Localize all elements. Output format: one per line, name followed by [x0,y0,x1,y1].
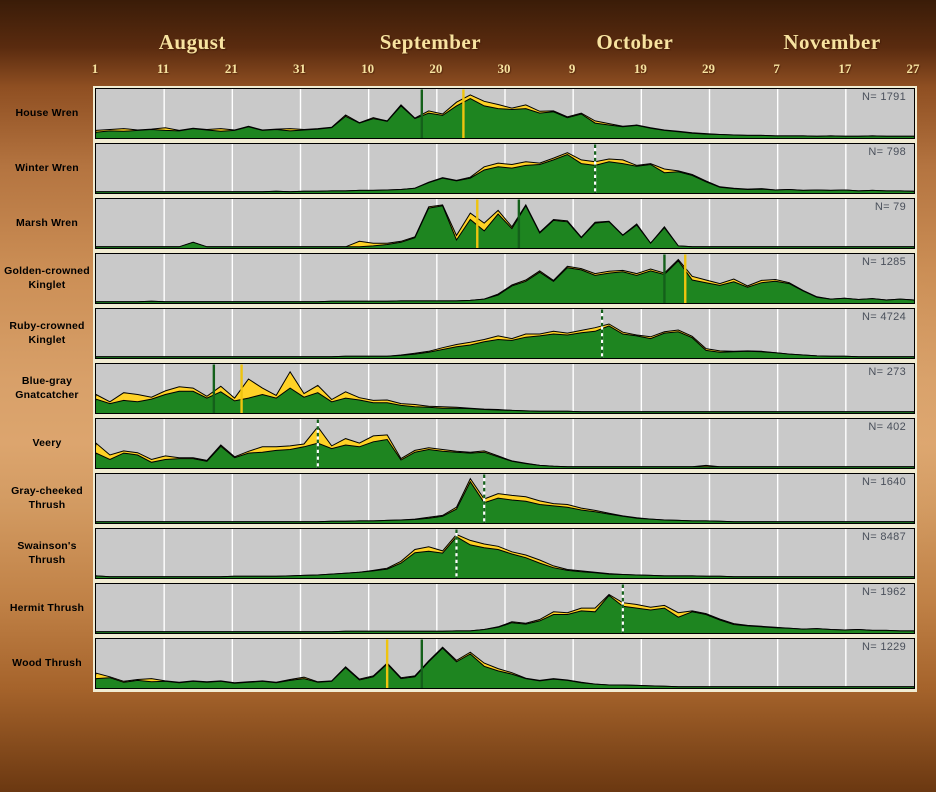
species-label-line: Blue-gray [21,374,73,387]
chart-panel-wood-thrush: N= 1229 [95,638,915,689]
sample-size-label: N= 1962 [862,586,906,598]
area-series-green [96,260,914,303]
species-label-gray-cheeked-thrush: Gray-cheeked Thrush [0,473,94,524]
sample-size-label: N= 798 [868,146,906,158]
species-label-golden-crowned-kinglet: Golden-crowned Kinglet [0,253,94,304]
species-label-line: Ruby-crowned [9,319,85,332]
species-label-line: Wood Thrush [12,656,82,669]
species-label-line: Kinglet [28,333,66,346]
species-label-swainson-s-thrush: Swainson's Thrush [0,528,94,579]
species-label-marsh-wren: Marsh Wren [0,198,94,249]
species-label-wood-thrush: Wood Thrush [0,638,94,689]
area-series-green [96,594,914,633]
area-series-green [96,536,914,578]
axis-tick-label: 17 [838,61,852,76]
species-label-line: Swainson's [17,539,77,552]
chart-panel-veery: N= 402 [95,418,915,469]
area-series-green [96,387,914,413]
month-label-september: September [379,30,482,54]
species-label-blue-gray-gnatcatcher: Blue-gray Gnatcatcher [0,363,94,414]
sample-size-label: N= 402 [868,421,906,433]
area-series-green [96,325,914,358]
species-label-line: Kinglet [28,278,66,291]
sample-size-label: N= 1640 [862,476,906,488]
sample-size-label: N= 4724 [862,311,906,323]
axis-tick-label: 20 [429,61,443,76]
axis-tick-label: 31 [293,61,306,76]
chart-panel-winter-wren: N= 798 [95,143,915,194]
species-label-line: Golden-crowned [4,264,90,277]
species-label-line: Gnatcatcher [15,388,79,401]
axis-tick-label: 27 [906,61,920,76]
chart-panel-swainson-s-thrush: N= 8487 [95,528,915,579]
sample-size-label: N= 1229 [862,641,906,653]
axis-tick-label: 30 [497,61,511,76]
axis-tick-label: 19 [633,61,647,76]
species-label-line: Thrush [28,498,66,511]
area-series-green [96,647,914,688]
sample-size-label: N= 273 [868,366,906,378]
month-label-august: August [158,30,226,54]
chart-panel-golden-crowned-kinglet: N= 1285 [95,253,915,304]
area-series-green [96,480,914,523]
species-label-line: Hermit Thrush [9,601,85,614]
sample-size-label: N= 79 [874,201,906,213]
sample-size-label: N= 1285 [862,256,906,268]
axis-tick-label: 29 [702,61,715,76]
area-series-green [96,204,914,248]
species-label-line: Marsh Wren [16,216,78,229]
axis-tick-label: 7 [773,61,780,76]
axis-tick-label: 21 [224,61,238,76]
area-series-green [96,438,914,468]
species-label-line: Thrush [28,553,66,566]
species-label-line: Gray-cheeked [11,484,83,497]
chart-panel-blue-gray-gnatcatcher: N= 273 [95,363,915,414]
month-label-november: November [783,30,881,54]
species-label-line: House Wren [15,106,79,119]
chart-panel-marsh-wren: N= 79 [95,198,915,249]
species-label-veery: Veery [0,418,94,469]
sample-size-label: N= 1791 [862,91,906,103]
species-label-ruby-crowned-kinglet: Ruby-crowned Kinglet [0,308,94,359]
chart-panel-house-wren: N= 1791 [95,88,915,139]
species-label-line: Veery [32,436,62,449]
species-label-hermit-thrush: Hermit Thrush [0,583,94,634]
sample-size-label: N= 8487 [862,531,906,543]
axis-tick-label: 10 [361,61,375,76]
chart-panel-hermit-thrush: N= 1962 [95,583,915,634]
axis-tick-label: 9 [568,61,576,76]
species-label-line: Winter Wren [15,161,79,174]
species-label-house-wren: House Wren [0,88,94,139]
species-label-winter-wren: Winter Wren [0,143,94,194]
area-series-green [96,98,914,138]
chart-panel-gray-cheeked-thrush: N= 1640 [95,473,915,524]
chart-panel-ruby-crowned-kinglet: N= 4724 [95,308,915,359]
area-series-green [96,153,914,193]
axis-tick-label: 11 [157,61,170,76]
month-label-october: October [596,30,674,54]
axis-tick-label: 1 [91,61,99,76]
